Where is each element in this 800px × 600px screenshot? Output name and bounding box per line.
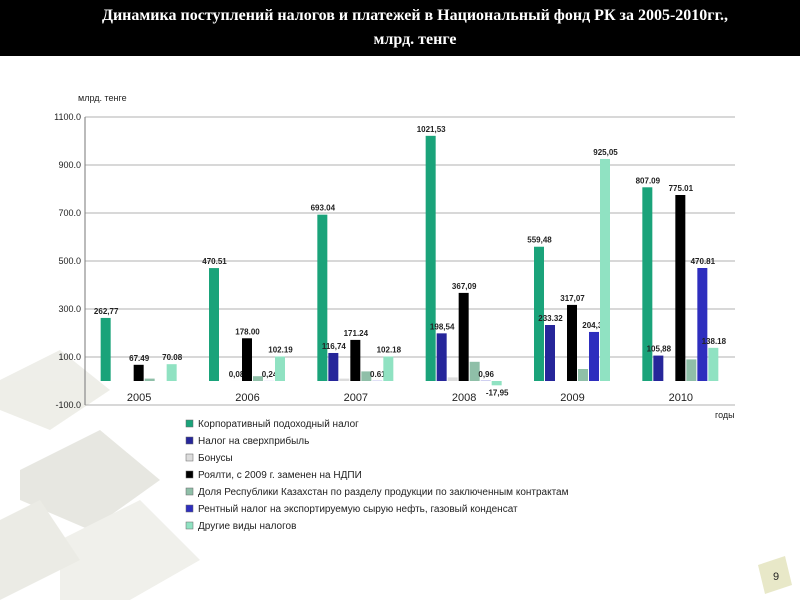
legend-label: Рентный налог на экспортируемую сырую не… [198, 503, 518, 515]
legend-label: Налог на сверхприбыль [198, 435, 309, 447]
bar [600, 158, 610, 381]
data-label: 138.18 [702, 337, 727, 346]
data-label: 102.19 [268, 345, 293, 354]
legend-swatch [185, 487, 194, 496]
legend-label: Роялти, с 2009 г. заменен на НДПИ [198, 470, 362, 481]
data-label: 204,36 [582, 321, 607, 330]
data-label: 105,88 [647, 345, 672, 354]
data-label: 925,05 [593, 148, 618, 157]
icon [758, 556, 792, 594]
data-label: 233.32 [538, 314, 563, 323]
data-label: 559,48 [527, 236, 552, 245]
y-tick-label: 1100.0 [54, 112, 81, 122]
x-axis-label: годы [715, 410, 735, 420]
bar [642, 187, 653, 381]
legend-swatch [185, 504, 194, 513]
data-label: 470.51 [202, 257, 227, 266]
x-tick-label: 2007 [344, 392, 368, 404]
data-label: 102.18 [377, 345, 402, 354]
y-tick-label: 900.0 [58, 160, 81, 170]
y-tick-label: 500.0 [58, 256, 81, 266]
bar [567, 304, 577, 381]
legend-label: Бонусы [198, 453, 233, 464]
bar [166, 364, 177, 381]
y-axis-label: млрд. тенге [78, 93, 127, 103]
y-tick-label: -100.0 [55, 400, 81, 410]
data-label: 470.81 [691, 257, 716, 266]
legend-swatch [185, 436, 194, 445]
bar [589, 331, 599, 381]
bar [144, 378, 155, 381]
bar [317, 214, 328, 381]
legend-swatch [185, 470, 194, 479]
chart-title: Динамика поступлений налогов и платежей … [0, 0, 800, 56]
bar [361, 371, 372, 381]
y-tick-label: 100.0 [58, 352, 81, 362]
legend-swatch [185, 453, 194, 462]
bar [339, 378, 350, 381]
x-tick-label: 2008 [452, 392, 476, 404]
data-label: 67.49 [129, 354, 150, 363]
bar [275, 356, 285, 381]
legend-swatch [185, 521, 194, 530]
x-tick-label: 2006 [235, 392, 259, 404]
bar [242, 338, 252, 381]
bar [491, 381, 502, 386]
bar [425, 135, 436, 381]
bar [436, 333, 447, 381]
bar [697, 268, 708, 381]
data-label: 0,24 [262, 370, 278, 379]
page-number: 9 [773, 571, 779, 583]
bar [253, 376, 263, 381]
bar [100, 317, 111, 381]
legend-label: Другие виды налогов [198, 521, 296, 532]
bar [458, 292, 469, 381]
legend-label: Доля Республики Казахстан по разделу про… [198, 486, 569, 498]
data-label: 0.61 [370, 370, 386, 379]
bar [534, 246, 544, 381]
data-label: 0,96 [478, 370, 494, 379]
legend-label: Корпоративный подоходный налог [198, 419, 359, 430]
x-tick-label: 2005 [127, 392, 151, 404]
bar [545, 325, 555, 381]
data-label: 171.24 [344, 329, 369, 338]
bar [328, 352, 339, 381]
data-label: 178.00 [235, 327, 260, 336]
data-label: 262,77 [94, 307, 119, 316]
data-label: 116,74 [322, 342, 347, 351]
bar [708, 347, 719, 381]
y-tick-label: 300.0 [58, 304, 81, 314]
data-label: 70.08 [162, 353, 183, 362]
bar [447, 377, 458, 381]
bar [383, 356, 394, 381]
bar [209, 268, 219, 381]
data-label: 198,54 [430, 322, 455, 331]
bar [350, 339, 361, 381]
data-label: 317,07 [560, 294, 585, 303]
decor [0, 350, 200, 600]
data-label: 693.04 [311, 204, 336, 213]
bar [653, 355, 664, 381]
bar [578, 369, 588, 381]
bar [675, 194, 686, 381]
bar [133, 364, 144, 381]
bar [469, 361, 480, 381]
data-label: 775.01 [669, 184, 694, 193]
data-label: 1021,53 [417, 125, 446, 134]
data-label: 0,08 [229, 370, 245, 379]
data-label: 807.09 [636, 176, 661, 185]
data-label: 367,09 [452, 282, 477, 291]
legend-swatch [185, 419, 194, 428]
bar [686, 359, 697, 381]
data-label: -17,95 [486, 388, 509, 397]
y-tick-label: 700.0 [58, 208, 81, 218]
x-tick-label: 2010 [669, 392, 693, 404]
x-tick-label: 2009 [560, 392, 584, 404]
